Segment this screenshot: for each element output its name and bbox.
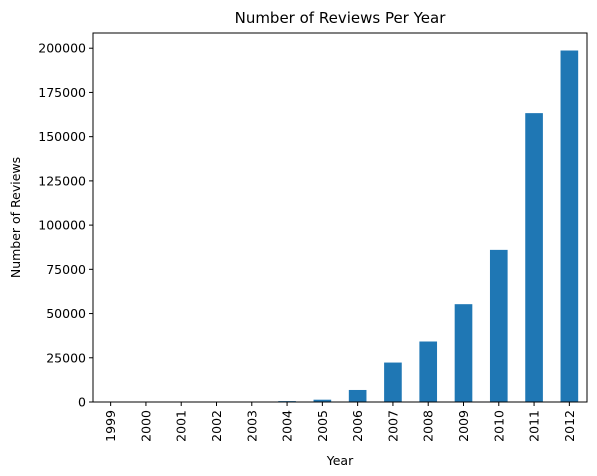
bar-2012 [560, 50, 579, 403]
y-tick-label: 175000 [38, 85, 86, 100]
y-tick-label: 75000 [46, 262, 86, 277]
x-tick-label: 2006 [350, 410, 365, 442]
y-tick-label: 0 [78, 395, 86, 410]
x-tick-label: 2001 [174, 410, 189, 442]
bar-2009 [454, 304, 473, 402]
chart-title: Number of Reviews Per Year [235, 9, 447, 27]
y-tick-label: 100000 [38, 218, 86, 233]
x-tick-label: 2005 [315, 410, 330, 442]
y-tick-label: 125000 [38, 173, 86, 188]
y-axis-label: Number of Reviews [8, 157, 23, 278]
x-axis-ticks: 1999 2000 2001 2002 2003 2004 2005 2006 2007 2008… [103, 402, 577, 442]
x-tick-label: 2010 [491, 410, 506, 442]
x-tick-label: 2002 [209, 410, 224, 442]
x-tick-label: 2008 [421, 410, 436, 442]
x-tick-label: 2004 [280, 410, 295, 442]
x-tick-label: 2000 [138, 410, 153, 442]
y-tick-label: 50000 [46, 306, 86, 321]
bars-group [101, 50, 579, 403]
bar-2011 [525, 113, 543, 403]
x-tick-label: 2011 [527, 410, 542, 442]
bar-2010 [489, 249, 508, 402]
x-tick-label: 2009 [456, 410, 471, 442]
y-axis-ticks: 0 25000 50000 75000 100000 125000 150000 175000… [38, 41, 93, 410]
x-tick-label: 1999 [103, 410, 118, 442]
bar-2005 [313, 399, 332, 402]
y-tick-label: 200000 [38, 41, 86, 56]
x-tick-label: 2007 [385, 410, 400, 442]
plot-frame [92, 32, 588, 403]
bar-2007 [384, 362, 402, 402]
y-tick-label: 150000 [38, 129, 86, 144]
x-axis-label: Year [326, 453, 354, 468]
y-tick-label: 25000 [46, 350, 86, 365]
x-tick-label: 2012 [562, 410, 577, 442]
bar-2006 [348, 389, 367, 402]
bar-2008 [419, 341, 438, 402]
x-tick-label: 2003 [244, 410, 259, 442]
